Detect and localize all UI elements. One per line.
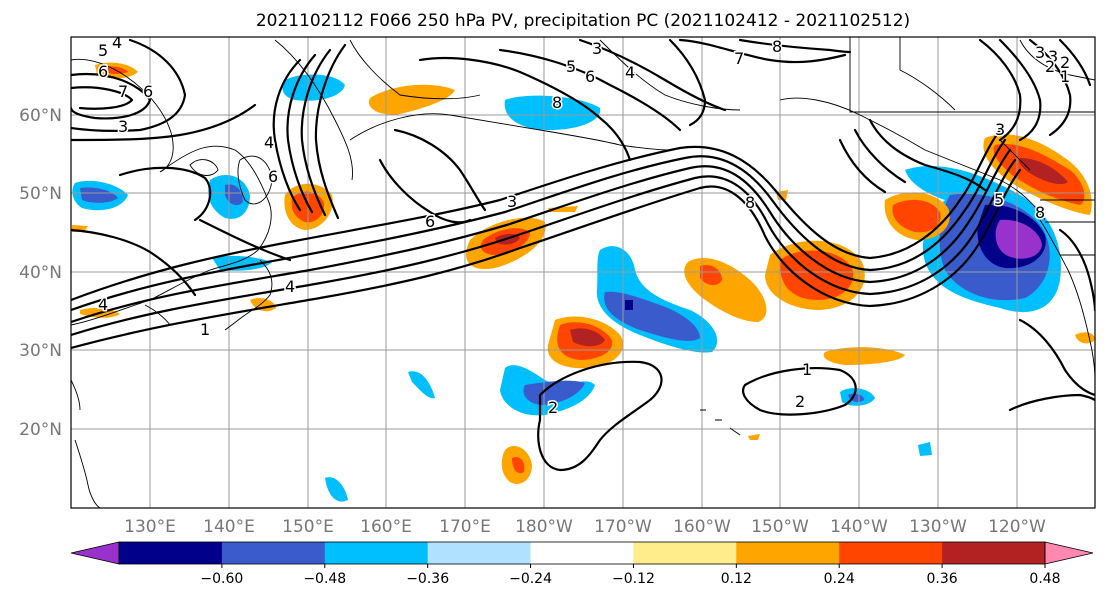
longitude-labels: 130°E 140°E 150°E 160°E 170°E 180°W 170°… xyxy=(124,517,1046,537)
colorbar-tick-label: 0.24 xyxy=(824,571,855,587)
colorbar-tick-label: −0.60 xyxy=(200,571,243,587)
positive-anomaly-region xyxy=(1018,158,1068,185)
contour-label: 8 xyxy=(552,93,562,112)
colorbar-bin xyxy=(427,542,532,564)
contour-label: 2 xyxy=(548,398,558,417)
contour-label: 3 xyxy=(118,117,128,136)
pv-contours xyxy=(71,38,1095,472)
contour-label: 6 xyxy=(425,212,435,231)
map-area: 5 4 6 7 6 3 3 5 4 6 8 3 7 8 3 2 1 2 3 4 … xyxy=(71,33,1095,508)
contour-label: 3 xyxy=(507,192,517,211)
contour-label: 6 xyxy=(98,62,108,81)
contour-label: 4 xyxy=(264,133,274,152)
colorbar-bin xyxy=(1044,541,1094,565)
colorbar: −0.60 −0.48 −0.36 −0.24 −0.12 0.12 0.24 0.36 0.4… xyxy=(70,541,1094,587)
positive-anomaly-region xyxy=(823,347,905,365)
contour-label: 5 xyxy=(566,57,576,76)
lon-label: 150°W xyxy=(751,517,809,537)
lon-label: 170°E xyxy=(439,517,491,537)
lat-label: 30°N xyxy=(19,341,62,361)
negative-anomaly-region xyxy=(995,219,1042,259)
lon-label: 120°W xyxy=(988,517,1046,537)
lon-label: 160°E xyxy=(360,517,412,537)
contour-label: 1 xyxy=(200,320,210,339)
colorbar-tick-label: −0.24 xyxy=(509,571,552,587)
lat-label: 20°N xyxy=(19,420,62,440)
contour-label: 7 xyxy=(118,82,128,101)
positive-anomaly-region xyxy=(512,456,525,474)
colorbar-frame xyxy=(118,541,1046,565)
contour-labels: 5 4 6 7 6 3 3 5 4 6 8 3 7 8 3 2 1 2 3 4 … xyxy=(97,33,1072,419)
colorbar-tick-label: −0.48 xyxy=(303,571,346,587)
negative-anomaly-region xyxy=(504,95,601,130)
lon-label: 130°W xyxy=(909,517,967,537)
contour-label: 6 xyxy=(143,82,153,101)
colorbar-bin xyxy=(221,542,326,564)
contour-label: 5 xyxy=(98,41,108,60)
shaded-anomaly-layer xyxy=(72,62,1095,502)
positive-anomaly-region xyxy=(570,328,605,347)
negative-anomaly-region xyxy=(523,380,585,405)
figure-title: 2021102112 F066 250 hPa PV, precipitatio… xyxy=(256,11,910,31)
negative-anomaly-region xyxy=(212,255,272,271)
lat-label: 50°N xyxy=(19,184,62,204)
lon-label: 140°W xyxy=(830,517,888,537)
contour-label: 7 xyxy=(734,49,744,68)
contour-label: 2 xyxy=(795,392,805,411)
colorbar-bin xyxy=(119,542,223,564)
positive-anomaly-region xyxy=(748,434,760,440)
contour-label: 4 xyxy=(98,295,108,314)
colorbar-bin xyxy=(70,541,120,565)
lon-label: 160°W xyxy=(673,517,731,537)
lon-label: 130°E xyxy=(124,517,176,537)
colorbar-tick-label: 0.48 xyxy=(1029,571,1060,587)
negative-anomaly-region xyxy=(80,187,118,203)
colorbar-tick-label: 0.12 xyxy=(721,571,752,587)
colorbar-bin xyxy=(942,542,1046,564)
colorbar-bin xyxy=(324,542,429,564)
coastlines xyxy=(71,37,1095,508)
contour-label: 3 xyxy=(995,120,1005,139)
contour-label: 3 xyxy=(1048,47,1058,66)
colorbar-bin xyxy=(736,542,840,564)
colorbar-tick-label: −0.36 xyxy=(406,571,449,587)
contour-label: 3 xyxy=(1035,43,1045,62)
contour-label: 1 xyxy=(1060,67,1070,86)
map-frame xyxy=(70,36,1096,509)
colorbar-bin xyxy=(839,542,943,564)
negative-anomaly-region xyxy=(918,442,932,456)
negative-anomaly-region xyxy=(325,477,348,502)
positive-anomaly-region xyxy=(892,199,941,233)
contour-label: 4 xyxy=(625,63,635,82)
negative-anomaly-region xyxy=(408,371,435,399)
contour-label: 4 xyxy=(285,277,295,296)
lon-label: 170°W xyxy=(594,517,652,537)
lon-label: 140°E xyxy=(203,517,255,537)
positive-anomaly-region xyxy=(700,264,722,286)
contour-label: 4 xyxy=(112,33,122,52)
lat-label: 60°N xyxy=(19,106,62,126)
colorbar-tick-label: −0.12 xyxy=(612,571,655,587)
contour-label: 2 xyxy=(1045,57,1055,76)
contour-label: 3 xyxy=(592,39,602,58)
lat-label: 40°N xyxy=(19,263,62,283)
colorbar-bin xyxy=(633,542,737,564)
contour-label: 6 xyxy=(585,67,595,86)
latitude-labels: 60°N 50°N 40°N 30°N 20°N xyxy=(19,106,62,440)
contour-label: 8 xyxy=(772,37,782,56)
contour-label: 8 xyxy=(1035,203,1045,222)
contour-label: 5 xyxy=(994,190,1004,209)
colorbar-tick-label: 0.36 xyxy=(927,571,958,587)
contour-label: 8 xyxy=(745,193,755,212)
lon-label: 150°E xyxy=(282,517,334,537)
positive-anomaly-region xyxy=(368,84,455,115)
contour-label: 1 xyxy=(802,360,812,379)
colorbar-bin xyxy=(530,542,634,564)
contour-label: 6 xyxy=(268,167,278,186)
negative-anomaly-region xyxy=(625,300,633,310)
contour-label: 2 xyxy=(1060,53,1070,72)
lon-label: 180°W xyxy=(515,517,573,537)
